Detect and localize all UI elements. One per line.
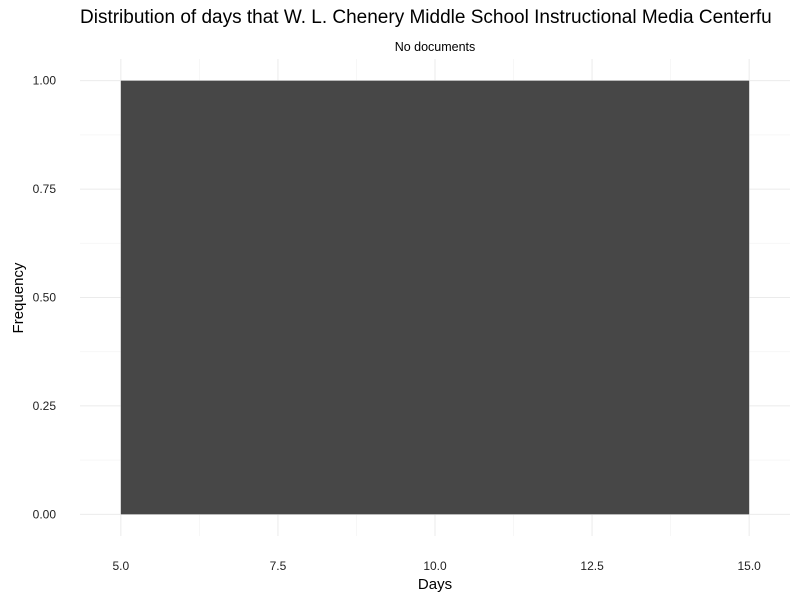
x-axis-title: Days bbox=[418, 576, 452, 593]
bars bbox=[120, 80, 750, 515]
y-axis-title: Frequency bbox=[10, 262, 27, 333]
histogram-bar bbox=[120, 80, 750, 515]
chart-title: Distribution of days that W. L. Chenery … bbox=[80, 7, 772, 28]
x-tick-label: 7.5 bbox=[270, 559, 287, 573]
chart-subtitle: No documents bbox=[395, 40, 476, 54]
x-axis-ticks: 5.0 7.5 10.0 12.5 15.0 bbox=[112, 559, 761, 573]
y-axis-ticks: 0.00 0.25 0.50 0.75 1.00 bbox=[33, 74, 57, 522]
x-tick-label: 15.0 bbox=[737, 559, 761, 573]
y-tick-label: 0.50 bbox=[33, 291, 57, 305]
y-tick-label: 0.00 bbox=[33, 507, 57, 521]
y-tick-label: 1.00 bbox=[33, 74, 57, 88]
x-tick-label: 10.0 bbox=[423, 559, 447, 573]
y-tick-label: 0.75 bbox=[33, 182, 57, 196]
x-tick-label: 5.0 bbox=[112, 559, 129, 573]
x-tick-label: 12.5 bbox=[580, 559, 604, 573]
y-tick-label: 0.25 bbox=[33, 399, 57, 413]
